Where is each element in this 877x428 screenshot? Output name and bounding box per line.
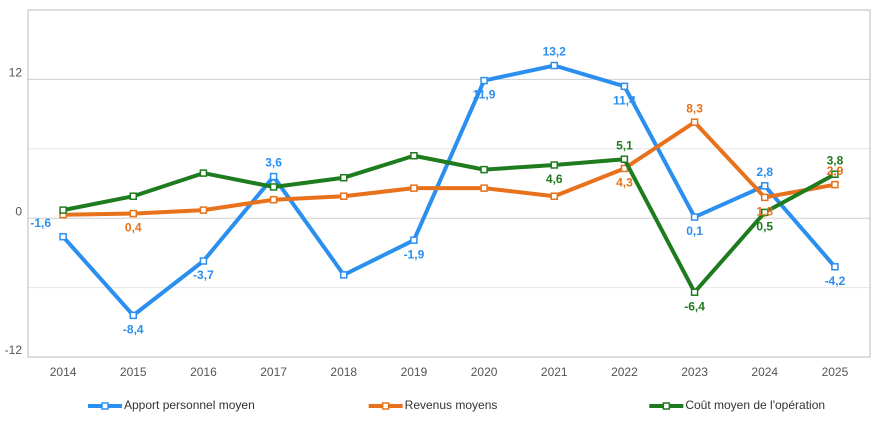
point-marker: [340, 271, 348, 279]
x-tick-label: 2018: [330, 365, 357, 379]
point-marker: [550, 161, 558, 169]
point-marker: [59, 232, 67, 241]
data-label: 1,8: [756, 205, 773, 219]
x-tick-label: 2022: [611, 365, 638, 379]
point-marker: [831, 170, 839, 178]
x-tick-label: 2025: [822, 365, 849, 379]
x-tick-label: 2021: [541, 365, 568, 379]
legend-label: Apport personnel moyen: [124, 398, 255, 412]
data-label: -8,4: [123, 323, 144, 337]
point-marker: [620, 155, 629, 163]
data-label: 0,4: [125, 221, 142, 235]
data-label: 0,5: [756, 220, 773, 234]
point-marker: [129, 209, 137, 218]
x-tick-label: 2019: [401, 365, 428, 379]
x-tick-label: 2024: [751, 365, 778, 379]
point-marker: [269, 195, 278, 204]
point-marker: [761, 182, 769, 190]
point-marker: [690, 288, 699, 296]
legend-marker: [101, 402, 109, 410]
data-label: 3,8: [827, 153, 844, 167]
point-marker: [761, 208, 769, 217]
data-label: -3,7: [193, 268, 214, 282]
point-marker: [550, 61, 558, 70]
point-marker: [199, 169, 208, 177]
data-label: 2,9: [827, 164, 844, 178]
data-label: 13,2: [543, 45, 567, 59]
point-marker: [129, 192, 137, 200]
point-marker: [480, 184, 488, 192]
point-marker: [340, 192, 348, 200]
data-label: 8,3: [686, 101, 703, 115]
data-label: 4,3: [616, 176, 633, 190]
plot-border: [27, 9, 871, 358]
data-label: 11,9: [473, 88, 496, 102]
series-line: [63, 120, 836, 217]
series-line: [61, 63, 837, 318]
data-label: -6,4: [684, 299, 705, 313]
point-marker: [59, 206, 67, 214]
x-tick-label: 2017: [260, 365, 287, 379]
x-tick-label: 2023: [681, 365, 708, 379]
data-label: -1,9: [404, 247, 425, 261]
data-label: 4,6: [546, 172, 563, 186]
x-tick-label: 2015: [120, 365, 147, 379]
y-tick-label: 0: [15, 204, 22, 218]
y-tick-label: -12: [5, 343, 23, 357]
legend-label: Revenus moyens: [405, 398, 498, 412]
point-marker: [831, 180, 839, 189]
legend-marker: [662, 402, 671, 410]
series-line: [62, 153, 836, 295]
legend-label: Coût moyen de l'opération: [685, 398, 825, 412]
y-tick-label: 12: [9, 66, 23, 80]
x-tick-label: 2016: [190, 365, 217, 379]
x-tick-label: 2020: [471, 365, 498, 379]
point-marker: [690, 118, 699, 126]
point-marker: [690, 213, 699, 221]
point-marker: [410, 151, 418, 160]
point-marker: [480, 165, 488, 174]
x-tick-label: 2014: [50, 365, 77, 379]
data-label: 11,4: [613, 94, 636, 108]
point-marker: [410, 184, 418, 192]
point-marker: [199, 206, 208, 214]
point-marker: [269, 183, 278, 191]
point-marker: [831, 263, 839, 271]
point-marker: [620, 82, 629, 91]
data-label: 3,6: [265, 156, 282, 170]
point-marker: [410, 236, 418, 244]
data-label: 5,1: [616, 138, 633, 152]
point-marker: [269, 172, 278, 181]
point-marker: [550, 192, 558, 200]
legend-marker: [381, 402, 390, 410]
point-marker: [129, 311, 137, 320]
point-marker: [199, 257, 208, 265]
data-label: -1,6: [30, 216, 51, 230]
point-marker: [480, 76, 488, 85]
point-marker: [340, 173, 348, 182]
data-label: 2,8: [756, 165, 773, 179]
data-label: 0,1: [686, 224, 703, 238]
data-label: -4,2: [825, 274, 846, 288]
point-marker: [761, 193, 769, 202]
